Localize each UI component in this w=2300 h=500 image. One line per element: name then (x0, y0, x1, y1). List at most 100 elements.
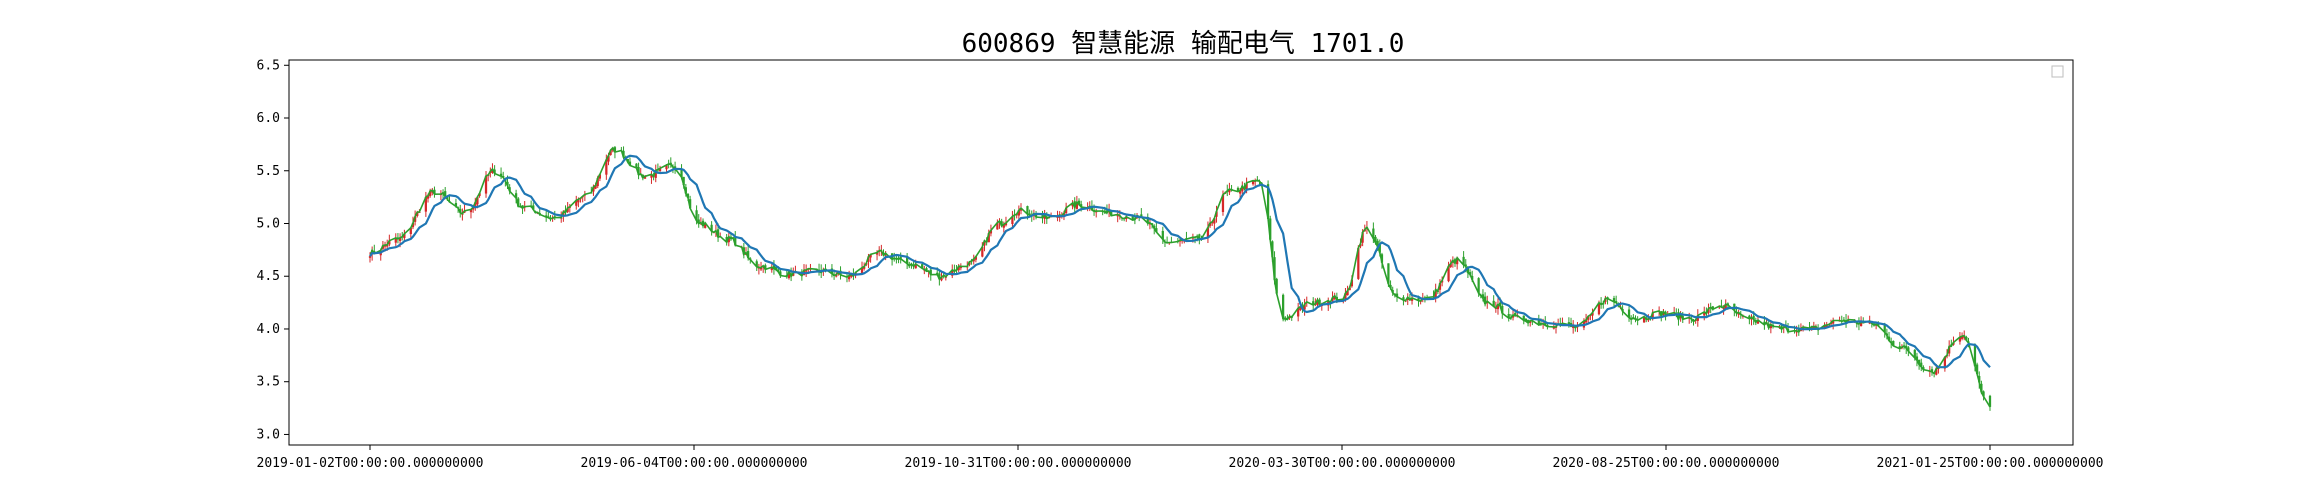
candle-body (1019, 208, 1023, 211)
candle-body (1567, 322, 1571, 325)
candle-body (1756, 320, 1760, 324)
candle-body (1080, 204, 1083, 208)
candle-body (906, 257, 909, 264)
candle-body (1372, 228, 1375, 239)
candle-body (727, 236, 730, 243)
candle-body (701, 220, 705, 226)
y-tick-label: 4.0 (257, 322, 280, 337)
candle-body (1514, 313, 1517, 316)
candle-body (734, 237, 737, 246)
candle-body (1905, 345, 1908, 349)
candle-body (1481, 294, 1485, 299)
candle-body (1241, 185, 1244, 192)
candle-body (1206, 227, 1210, 238)
candle-body (1387, 263, 1390, 284)
candle-body (1943, 357, 1947, 369)
candle-body (517, 198, 520, 207)
candle-body (1155, 228, 1158, 233)
y-axis: 3.0 3.5 4.0 4.5 5.0 5.5 6.0 6.5 (257, 58, 289, 442)
candle-body (1584, 319, 1588, 323)
candle-body (1198, 234, 1201, 240)
moving-average-line (369, 154, 1991, 369)
candle-body (592, 186, 595, 192)
close-line (369, 146, 1991, 408)
candle-body (609, 150, 612, 155)
x-tick-label: 2021-01-25T00:00:00.000000000 (1877, 456, 2104, 471)
candle-body (847, 275, 851, 280)
candle-body (575, 200, 578, 206)
candle-body (921, 264, 924, 269)
candle-body (1660, 311, 1663, 317)
candle-body (1988, 395, 1992, 407)
candle-body (1982, 391, 1985, 397)
candle-body (1065, 207, 1068, 214)
candle-body (1245, 182, 1248, 191)
candle-body (499, 173, 503, 177)
candle-body (860, 267, 864, 274)
candle-body (725, 237, 728, 243)
chart-title: 600869 智慧能源 输配电气 1701.0 (962, 29, 1405, 59)
candle-body (1043, 214, 1046, 219)
candle-body (1269, 218, 1272, 240)
candle-body (989, 230, 993, 234)
candle-body (444, 191, 447, 197)
candle-body (532, 205, 535, 210)
candle-body (1251, 180, 1255, 185)
candle-body (1374, 236, 1377, 243)
candle-body (1417, 298, 1420, 301)
candle-body (1236, 187, 1240, 192)
candle-body (835, 274, 838, 277)
candle-body (1146, 217, 1149, 224)
candle-body (514, 193, 518, 199)
candle-body (446, 196, 449, 200)
candle-body (1832, 320, 1835, 324)
candle-body (1318, 299, 1321, 306)
candle-body (1402, 297, 1405, 301)
candle-body (929, 269, 932, 275)
candle-body (1552, 326, 1555, 329)
candle-body (1004, 222, 1008, 226)
candle-body (409, 227, 412, 235)
y-tick-label: 4.5 (257, 269, 280, 284)
candle-body (772, 265, 776, 269)
x-tick-label: 2019-01-02T00:00:00.000000000 (257, 456, 484, 471)
candle-body (1346, 290, 1349, 296)
y-tick-label: 6.0 (257, 111, 280, 126)
candle-body (1378, 244, 1381, 253)
candle-body (654, 170, 657, 178)
candle-body (1438, 283, 1442, 290)
legend-box (2051, 65, 2064, 78)
candle-body (577, 199, 580, 203)
candle-body (1526, 319, 1530, 323)
candle-body (613, 147, 617, 153)
candle-body (628, 161, 632, 166)
candle-body (491, 168, 494, 173)
candle-body (1462, 256, 1465, 266)
candle-body (787, 271, 791, 279)
candle-body (413, 216, 417, 222)
candle-body (594, 185, 597, 189)
candle-body (1361, 232, 1364, 243)
candle-body (1703, 311, 1706, 316)
candle-body (1492, 300, 1495, 307)
candle-body (1501, 305, 1504, 314)
candle-body (805, 269, 808, 272)
candle-body (1707, 308, 1710, 313)
candle-body (403, 233, 406, 239)
candle-body (925, 268, 928, 272)
candle-body (1350, 279, 1354, 287)
y-tick-label: 6.5 (257, 58, 280, 73)
candle-body (424, 196, 427, 212)
y-tick-label: 3.0 (257, 427, 280, 442)
candle-body (1215, 211, 1218, 217)
candle-body (658, 168, 662, 171)
candle-body (650, 174, 653, 178)
candle-body (1466, 266, 1470, 273)
candle-body (759, 267, 763, 270)
candle-body (951, 269, 954, 276)
candle-body (472, 207, 475, 210)
candle-body (996, 222, 999, 230)
candle-body (1266, 184, 1270, 220)
candle-body (742, 247, 745, 255)
